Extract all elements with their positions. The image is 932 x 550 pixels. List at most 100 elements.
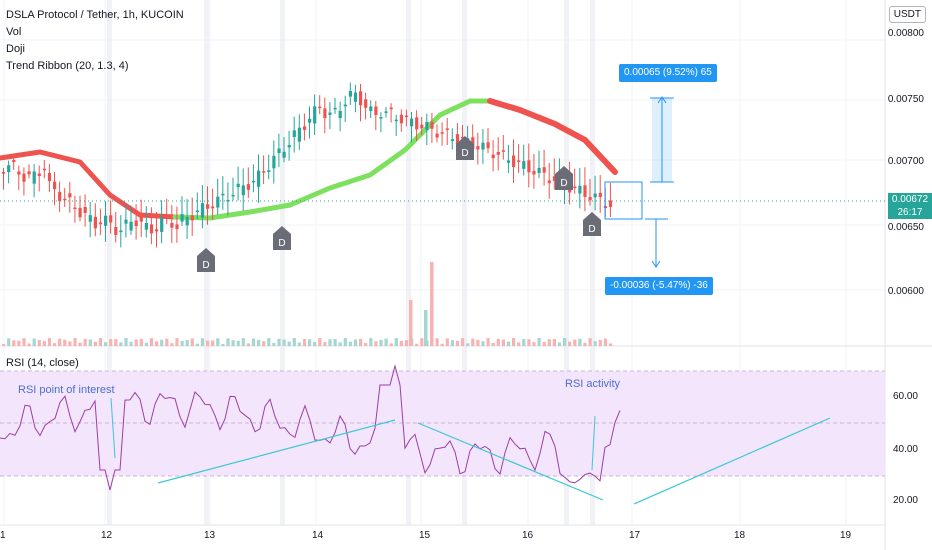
measure-down-arrowhead xyxy=(651,260,661,268)
candle-body xyxy=(333,107,337,110)
volume-bar xyxy=(251,338,256,346)
candle-body xyxy=(374,106,378,116)
volume-bar xyxy=(206,340,210,346)
volume-bar xyxy=(129,341,133,346)
volume-bar xyxy=(22,338,26,346)
volume-bar xyxy=(455,340,460,346)
volume-bar xyxy=(78,342,82,346)
rsi-title[interactable]: RSI (14, close) xyxy=(6,357,79,369)
candle-body xyxy=(42,168,46,171)
volume-bar xyxy=(98,338,103,346)
candle-body xyxy=(27,171,31,175)
volume-bar xyxy=(583,342,587,346)
volume-bar xyxy=(267,338,271,346)
volume-bar xyxy=(313,342,317,346)
candle-body xyxy=(491,154,495,159)
volume-bar xyxy=(170,343,174,346)
candle-body xyxy=(537,167,541,173)
candle-body xyxy=(262,171,266,173)
volume-bar xyxy=(58,338,62,346)
volume-bar xyxy=(578,338,582,346)
indicator-doji[interactable]: Doji xyxy=(6,43,25,55)
candle-body xyxy=(272,155,276,169)
volume-bar xyxy=(353,339,358,346)
volume-bar xyxy=(404,340,409,346)
volume-bar xyxy=(42,341,46,346)
candle-body xyxy=(328,112,332,115)
candle-body xyxy=(394,119,398,122)
candle-body xyxy=(313,106,317,124)
candle-body xyxy=(211,206,215,209)
volume-bar xyxy=(257,339,261,346)
candle-body xyxy=(98,222,103,225)
candle-body xyxy=(58,191,62,201)
volume-bar xyxy=(359,338,363,346)
candle-body xyxy=(588,196,592,201)
candle-body xyxy=(149,224,154,234)
volume-bar xyxy=(93,341,97,346)
candle-body xyxy=(83,206,87,213)
time-axis-label: 16 xyxy=(522,530,534,541)
candle-body xyxy=(165,216,169,218)
candle-body xyxy=(404,115,409,118)
volume-bar xyxy=(88,339,92,346)
candle-body xyxy=(170,222,174,228)
candle-body xyxy=(573,186,577,189)
candle-body xyxy=(241,185,245,196)
doji-marker xyxy=(197,248,215,272)
candle-body xyxy=(517,160,521,162)
indicator-vol[interactable]: Vol xyxy=(6,26,22,38)
volume-bar xyxy=(466,343,470,346)
candle-body xyxy=(476,146,480,150)
volume-bar xyxy=(440,343,444,346)
time-axis-label: 19 xyxy=(840,530,852,541)
candle-body xyxy=(598,192,602,198)
rsi-annotation-left: RSI point of interest xyxy=(18,384,115,396)
indicator-trend-ribbon[interactable]: Trend Ribbon (20, 1.3, 4) xyxy=(6,60,129,72)
candle-body xyxy=(109,215,113,223)
candle-body xyxy=(88,215,92,222)
doji-marker xyxy=(456,136,474,160)
volume-bar xyxy=(221,343,225,346)
rsi-axis-label: 20.00 xyxy=(892,495,918,506)
candle-body xyxy=(583,185,587,197)
doji-marker-label: D xyxy=(278,238,285,249)
currency-button[interactable]: USDT xyxy=(888,6,926,23)
candle-body xyxy=(200,203,205,218)
volume-bar xyxy=(333,339,337,346)
doji-marker-label: D xyxy=(560,178,567,189)
measure-up-arrowhead xyxy=(657,96,667,104)
price-axis-label: 0.00600 xyxy=(887,286,924,297)
doji-marker xyxy=(555,166,573,190)
rsi-trendline xyxy=(417,422,604,501)
volume-bar xyxy=(450,340,454,346)
rsi-trendline xyxy=(633,417,831,505)
candle-body xyxy=(257,170,261,187)
time-axis-label: 13 xyxy=(204,530,216,541)
time-axis-label: 14 xyxy=(312,530,324,541)
candle-body xyxy=(267,170,271,172)
candle-body xyxy=(578,185,582,194)
volume-bar xyxy=(124,338,128,346)
volume-bar xyxy=(109,339,113,346)
candle-body xyxy=(297,127,301,142)
candle-body xyxy=(221,193,225,196)
candle-body xyxy=(246,184,250,190)
price-axis-label: 0.00800 xyxy=(887,28,924,39)
candle-body xyxy=(32,171,36,184)
candle-body xyxy=(185,216,189,226)
candle-body xyxy=(399,114,403,124)
volume-bar xyxy=(292,338,296,346)
doji-marker xyxy=(583,212,601,236)
volume-bar xyxy=(287,341,291,346)
doji-highlight xyxy=(590,0,595,525)
candle-body xyxy=(364,99,368,108)
volume-bar xyxy=(348,341,352,346)
time-axis-label: 18 xyxy=(734,530,746,541)
candle-body xyxy=(353,92,358,102)
candle-body xyxy=(384,111,388,113)
volume-bar xyxy=(155,341,159,346)
current-price-tag: 0.00672 xyxy=(888,193,932,206)
